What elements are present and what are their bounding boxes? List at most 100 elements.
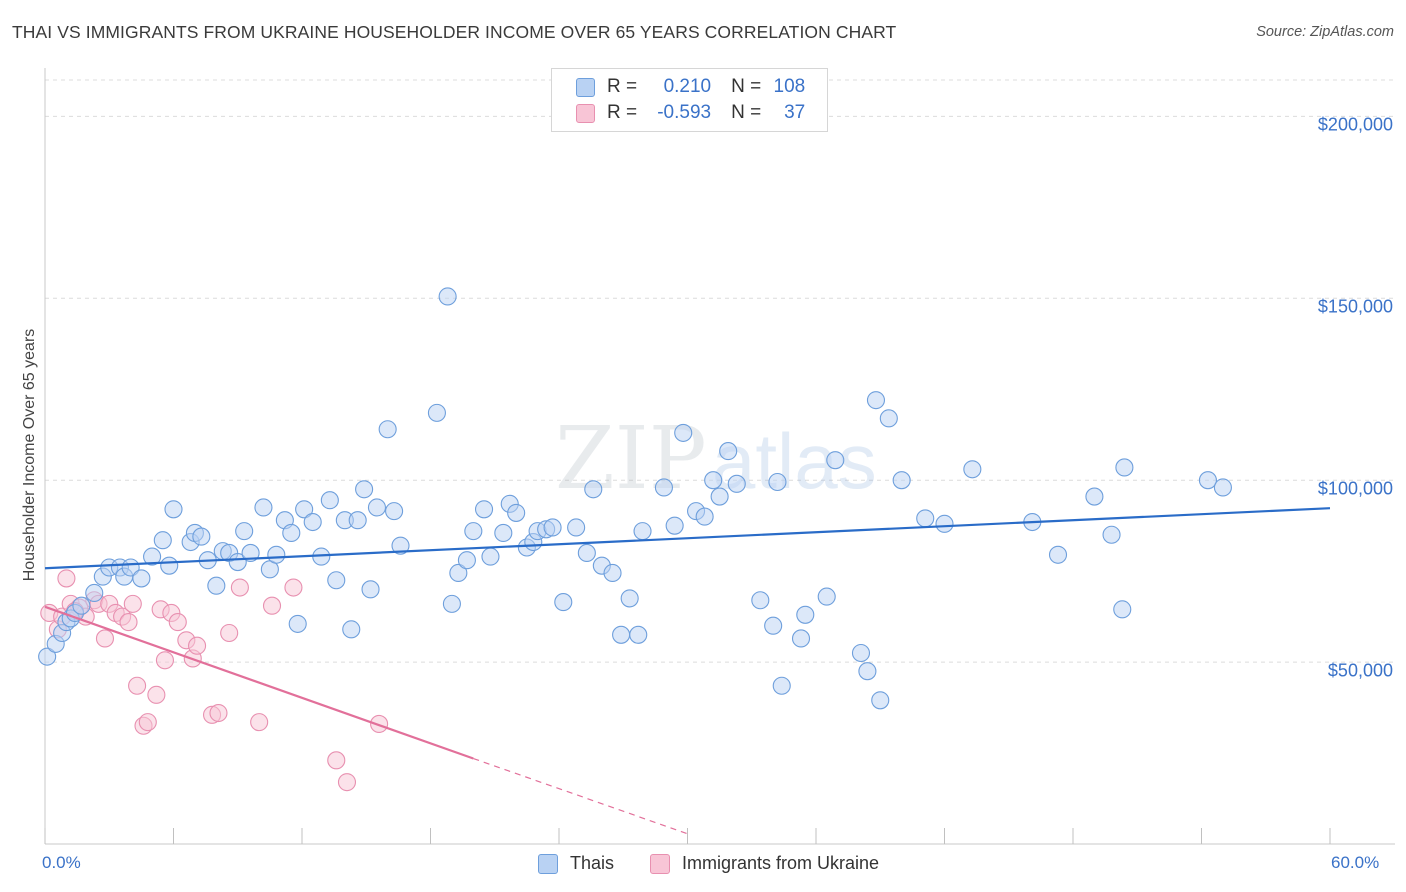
- thai-point: [1102, 525, 1121, 544]
- thai-point: [695, 507, 714, 526]
- thai-point: [751, 591, 770, 610]
- thai-point: [727, 474, 746, 493]
- legend-label-ukraine: Immigrants from Ukraine: [682, 853, 880, 873]
- stats-legend: R = 0.210 N = 108 R = -0.593 N = 37: [551, 68, 828, 132]
- thai-point: [629, 625, 648, 644]
- thai-point: [1113, 600, 1132, 619]
- thai-point: [1115, 458, 1134, 477]
- thai-point: [348, 511, 367, 530]
- legend-item-ukraine[interactable]: Immigrants from Ukraine: [650, 853, 879, 874]
- thai-point: [38, 647, 57, 666]
- thai-point: [295, 500, 314, 519]
- legend-item-thais[interactable]: Thais: [538, 853, 614, 874]
- thai-point: [494, 523, 513, 542]
- ukraine-point: [284, 578, 303, 597]
- y-tick-label: $50,000: [1327, 660, 1393, 681]
- x-tick-label-min: 0.0%: [42, 853, 81, 872]
- thai-point: [633, 522, 652, 541]
- thai-point: [355, 480, 374, 499]
- thai-point: [1213, 478, 1232, 497]
- thai-point: [235, 522, 254, 541]
- thai-point: [935, 514, 954, 533]
- ukraine-point: [95, 629, 115, 648]
- legend-n-label: N =: [731, 76, 762, 97]
- ukraine-point: [370, 714, 389, 733]
- thai-point: [791, 629, 811, 648]
- thai-point: [342, 620, 361, 639]
- legend-r-label: R =: [607, 102, 638, 123]
- thai-point: [612, 625, 631, 644]
- thai-point: [543, 518, 562, 537]
- thai-point: [858, 662, 877, 681]
- thai-point: [442, 594, 461, 613]
- thai-point: [916, 509, 935, 528]
- thai-point: [427, 403, 446, 422]
- thai-point: [228, 552, 247, 572]
- thai-point: [361, 580, 380, 599]
- legend-n-value-thais: 108: [773, 76, 806, 97]
- thai-point: [288, 614, 307, 633]
- thai-point: [584, 480, 603, 499]
- thai-point: [241, 543, 260, 563]
- thai-point: [554, 593, 573, 612]
- trend-line-ukraine: [44, 605, 474, 760]
- thai-point: [320, 491, 339, 510]
- ukraine-point: [250, 713, 269, 732]
- legend-label-thais: Thais: [570, 853, 615, 873]
- thai-point: [164, 500, 183, 519]
- legend-r-label: R =: [607, 76, 638, 97]
- legend-n-value-ukraine: 37: [784, 102, 806, 123]
- thai-point: [327, 571, 346, 590]
- ukraine-point: [337, 773, 357, 792]
- legend-row-thais: R = 0.210 N = 108: [576, 76, 805, 98]
- ukraine-point: [220, 623, 239, 643]
- thai-point: [378, 420, 397, 439]
- ukraine-point: [262, 596, 282, 615]
- thai-point: [507, 503, 526, 522]
- thai-point: [866, 391, 886, 410]
- legend-swatch-ukraine: [576, 103, 595, 123]
- thai-point: [654, 478, 673, 497]
- thai-point: [1198, 471, 1217, 490]
- thai-point: [768, 472, 787, 492]
- thai-point: [449, 563, 468, 583]
- legend-r-value-ukraine: -0.593: [657, 102, 712, 123]
- thai-point: [457, 551, 476, 570]
- thai-point: [817, 587, 836, 606]
- thai-point: [192, 527, 211, 546]
- thai-point: [267, 545, 286, 564]
- thai-point: [892, 471, 911, 490]
- axes: [44, 68, 1395, 845]
- thai-point: [851, 643, 871, 663]
- ukraine-point: [209, 703, 228, 723]
- ukraine-points: [40, 569, 389, 792]
- thai-point: [704, 471, 723, 490]
- ukraine-point: [57, 569, 76, 588]
- thai-point: [207, 576, 226, 595]
- ukraine-point: [230, 578, 249, 597]
- thai-point: [665, 516, 684, 535]
- y-axis-label: Householder Income Over 65 years: [21, 328, 38, 582]
- thai-point: [879, 409, 898, 428]
- thai-point: [772, 676, 791, 695]
- thai-point: [620, 589, 639, 608]
- source-label: Source: ZipAtlas.com: [1256, 24, 1394, 40]
- legend-swatch-thais: [538, 853, 558, 874]
- thai-point: [367, 498, 387, 517]
- ukraine-point: [123, 594, 142, 613]
- thai-point: [764, 616, 783, 635]
- ukraine-point: [155, 651, 174, 670]
- legend-swatch-thais: [576, 77, 595, 97]
- thai-point: [796, 605, 815, 624]
- legend-r-value-thais: 0.210: [663, 76, 712, 97]
- legend-row-ukraine: R = -0.593 N = 37: [576, 102, 805, 124]
- trend-lines: [44, 507, 1331, 835]
- thai-point: [254, 498, 273, 517]
- thai-point: [474, 500, 494, 519]
- thai-point: [72, 596, 91, 615]
- legend-n-label: N =: [731, 102, 762, 123]
- thai-point: [153, 531, 172, 550]
- thai-point: [160, 556, 179, 575]
- thai-point: [577, 543, 596, 563]
